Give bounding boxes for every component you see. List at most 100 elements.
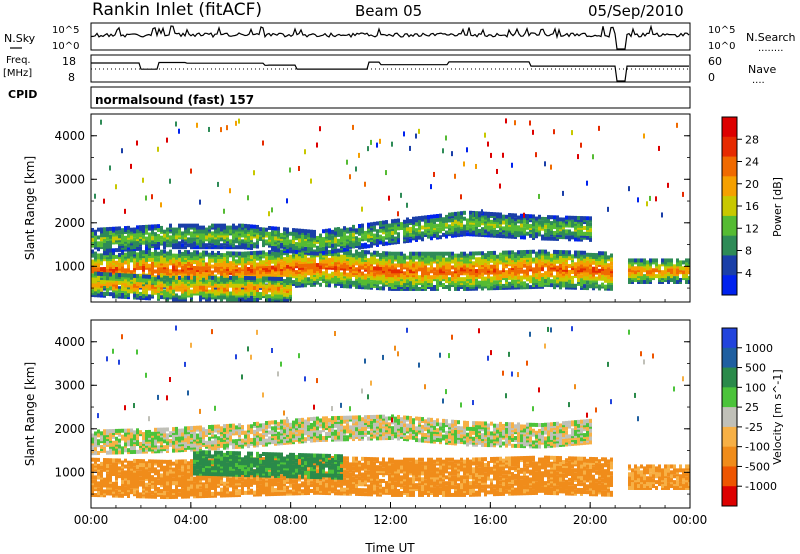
range-cell bbox=[373, 225, 376, 230]
range-cell bbox=[196, 285, 199, 290]
range-cell bbox=[454, 173, 456, 179]
range-cell bbox=[340, 264, 343, 269]
range-cell bbox=[115, 280, 118, 285]
range-cell bbox=[583, 231, 586, 236]
range-cell bbox=[505, 232, 508, 237]
range-cell bbox=[382, 251, 385, 256]
range-cell bbox=[607, 255, 610, 260]
range-cell bbox=[343, 232, 346, 237]
range-cell bbox=[100, 287, 103, 292]
range-cell bbox=[130, 273, 133, 278]
range-cell bbox=[310, 251, 313, 256]
range-cell bbox=[223, 262, 226, 267]
range-cell bbox=[586, 272, 589, 277]
range-cell bbox=[388, 195, 390, 201]
range-cell bbox=[478, 257, 481, 262]
range-cell bbox=[283, 257, 286, 262]
range-cell bbox=[208, 233, 211, 238]
range-cell bbox=[229, 188, 231, 194]
range-cell bbox=[232, 243, 235, 248]
range-cell bbox=[559, 217, 562, 222]
range-cell bbox=[196, 239, 199, 244]
range-cell bbox=[346, 235, 349, 240]
range-cell bbox=[109, 272, 112, 277]
range-cell bbox=[241, 223, 244, 228]
range-cell bbox=[373, 272, 376, 277]
range-cell bbox=[679, 266, 682, 271]
range-cell bbox=[97, 259, 100, 264]
y-tick-label: 3000 bbox=[54, 172, 85, 186]
range-cell bbox=[400, 222, 403, 227]
range-cell bbox=[169, 285, 172, 290]
range-cell bbox=[214, 223, 217, 228]
range-cell bbox=[385, 170, 387, 176]
range-cell bbox=[172, 253, 175, 258]
range-cell bbox=[457, 253, 460, 258]
range-cell bbox=[115, 226, 118, 231]
range-cell bbox=[250, 264, 253, 269]
range-cell bbox=[448, 265, 451, 270]
range-cell bbox=[271, 230, 274, 235]
range-cell bbox=[148, 250, 151, 255]
range-cell bbox=[163, 289, 166, 294]
range-cell bbox=[325, 250, 328, 255]
range-cell bbox=[277, 244, 280, 249]
range-cell bbox=[100, 237, 103, 242]
range-cell bbox=[658, 274, 661, 279]
range-cell bbox=[289, 270, 292, 275]
range-cell bbox=[598, 251, 601, 256]
range-cell bbox=[454, 223, 457, 228]
range-cell bbox=[496, 168, 498, 174]
range-cell bbox=[196, 250, 199, 255]
range-cell bbox=[568, 215, 571, 220]
range-cell bbox=[148, 263, 151, 268]
range-cell bbox=[373, 260, 376, 265]
range-cell bbox=[295, 249, 298, 254]
range-cell bbox=[166, 251, 169, 256]
range-cell bbox=[529, 249, 532, 254]
range-cell bbox=[529, 233, 532, 238]
range-cell bbox=[502, 220, 505, 225]
range-cell bbox=[643, 133, 645, 139]
range-cell bbox=[109, 165, 111, 171]
range-cell bbox=[91, 231, 94, 236]
range-cell bbox=[232, 235, 235, 240]
range-cell bbox=[103, 251, 106, 256]
range-cell bbox=[367, 269, 370, 274]
range-cell bbox=[514, 258, 517, 263]
range-cell bbox=[139, 295, 142, 300]
range-cell bbox=[532, 257, 535, 262]
range-cell bbox=[163, 233, 166, 238]
range-cell bbox=[121, 292, 124, 297]
range-cell bbox=[430, 283, 433, 288]
range-cell bbox=[97, 413, 99, 419]
range-cell bbox=[562, 283, 565, 288]
range-cell bbox=[94, 479, 97, 484]
range-cell bbox=[592, 282, 595, 287]
range-cell bbox=[682, 270, 685, 275]
range-cell bbox=[532, 214, 535, 219]
range-cell bbox=[211, 258, 214, 263]
range-cell bbox=[484, 282, 487, 287]
range-cell bbox=[133, 283, 136, 288]
range-cell bbox=[472, 275, 475, 280]
range-cell bbox=[172, 289, 175, 294]
range-cell bbox=[124, 287, 127, 292]
range-cell bbox=[133, 260, 136, 265]
range-cell bbox=[454, 279, 457, 284]
station-title: Rankin Inlet (fitACF) bbox=[92, 0, 262, 20]
range-cell bbox=[187, 223, 190, 228]
range-cell bbox=[154, 224, 157, 229]
range-cell bbox=[346, 159, 348, 165]
range-cell bbox=[184, 223, 187, 228]
range-cell bbox=[541, 220, 544, 225]
range-cell bbox=[175, 227, 178, 232]
range-cell bbox=[208, 289, 211, 294]
range-cell bbox=[499, 256, 502, 261]
range-cell bbox=[136, 281, 139, 286]
range-cell bbox=[664, 258, 667, 263]
range-cell bbox=[271, 245, 274, 250]
range-cell bbox=[118, 270, 121, 275]
range-cell bbox=[424, 251, 427, 256]
range-cell bbox=[202, 250, 205, 255]
